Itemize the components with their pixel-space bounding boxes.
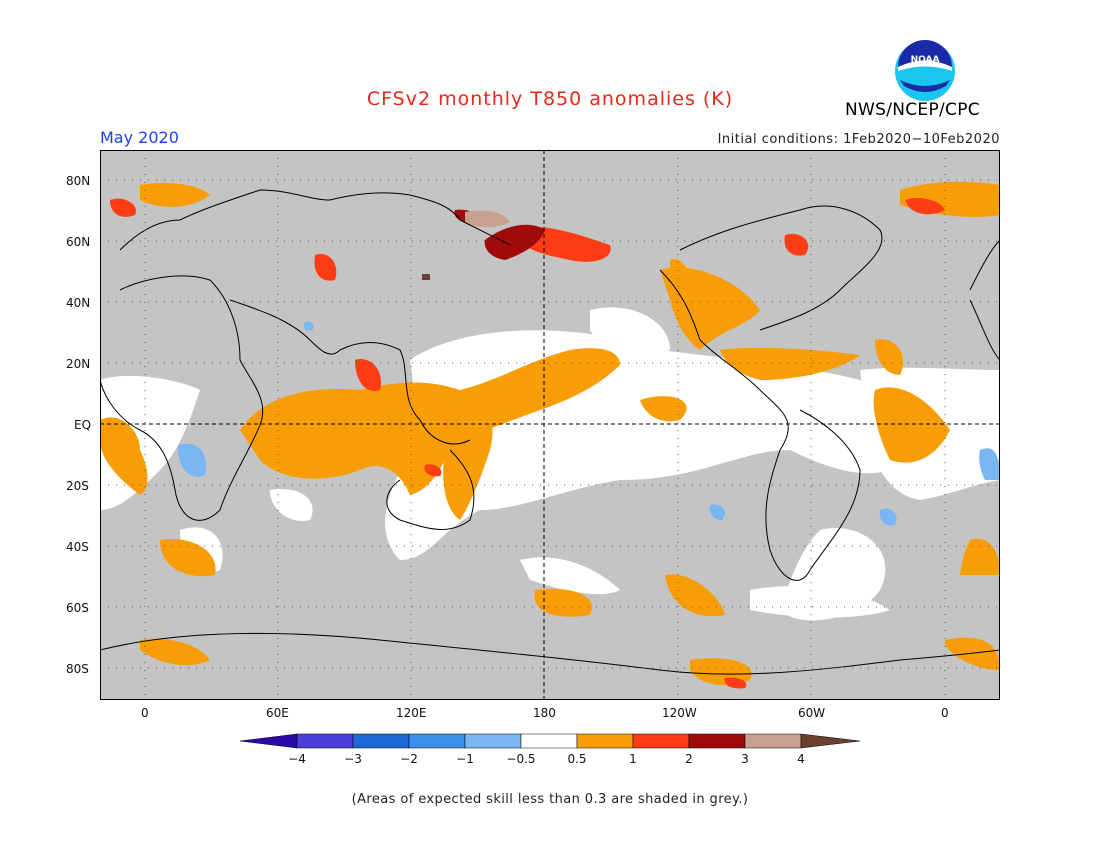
legend-label-minus3: −3 — [344, 752, 362, 766]
legend-swatch-minus1-minus05 — [464, 733, 522, 749]
lat-label-80s: 80S — [66, 662, 89, 676]
legend-swatch-1-2 — [632, 733, 690, 749]
equator-dateline — [100, 150, 1000, 700]
lon-label-0-right: 0 — [941, 706, 949, 720]
lightblue-anomaly-areas — [178, 321, 1000, 526]
lon-label-0-left: 0 — [141, 706, 149, 720]
legend-swatch-below-minus4 — [240, 733, 298, 749]
anomaly-map — [100, 150, 1000, 700]
legend-label-2: 2 — [685, 752, 693, 766]
lon-label-180: 180 — [533, 706, 556, 720]
lat-label-80n: 80N — [66, 174, 91, 188]
initial-conditions: Initial conditions: 1Feb2020−10Feb2020 — [717, 132, 1000, 147]
lat-label-40s: 40S — [66, 540, 89, 554]
brown-anomaly-area — [422, 274, 430, 280]
lat-label-60s: 60S — [66, 601, 89, 615]
legend-swatch-minus2-minus1 — [408, 733, 466, 749]
legend-label-4: 4 — [797, 752, 805, 766]
legend-swatch-neutral — [520, 733, 578, 749]
legend-label-minus1: −1 — [456, 752, 474, 766]
map-title: CFSv2 monthly T850 anomalies (K) — [366, 88, 734, 110]
agency-label: NWS/NCEP/CPC — [845, 100, 980, 120]
lat-label-20s: 20S — [66, 479, 89, 493]
legend-label-minus2: −2 — [400, 752, 418, 766]
legend-swatch-above-4 — [800, 733, 860, 749]
legend-label-1: 1 — [629, 752, 637, 766]
legend-swatch-minus4-minus3 — [296, 733, 354, 749]
color-legend — [240, 733, 860, 749]
legend-swatch-05-1 — [576, 733, 634, 749]
legend-swatch-2-3 — [688, 733, 746, 749]
legend-label-minus4: −4 — [288, 752, 306, 766]
lon-label-60w: 60W — [798, 706, 826, 720]
forecast-month: May 2020 — [100, 128, 179, 147]
lon-label-60e: 60E — [266, 706, 289, 720]
lon-label-120w: 120W — [662, 706, 697, 720]
legend-label-3: 3 — [741, 752, 749, 766]
legend-swatch-minus3-minus2 — [352, 733, 410, 749]
grey-shading-footnote: (Areas of expected skill less than 0.3 a… — [351, 792, 749, 807]
lat-label-eq: EQ — [74, 418, 92, 432]
lat-label-40n: 40N — [66, 296, 91, 310]
tan-anomaly-areas — [465, 210, 510, 228]
legend-label-05: 0.5 — [567, 752, 587, 766]
lon-label-120e: 120E — [396, 706, 427, 720]
logo-text: NOAA — [911, 55, 940, 65]
legend-label-minus05: −0.5 — [506, 752, 536, 766]
noaa-logo-icon: NOAA — [895, 40, 955, 101]
lat-label-60n: 60N — [66, 235, 91, 249]
legend-swatch-3-4 — [744, 733, 802, 749]
lat-label-20n: 20N — [66, 357, 91, 371]
